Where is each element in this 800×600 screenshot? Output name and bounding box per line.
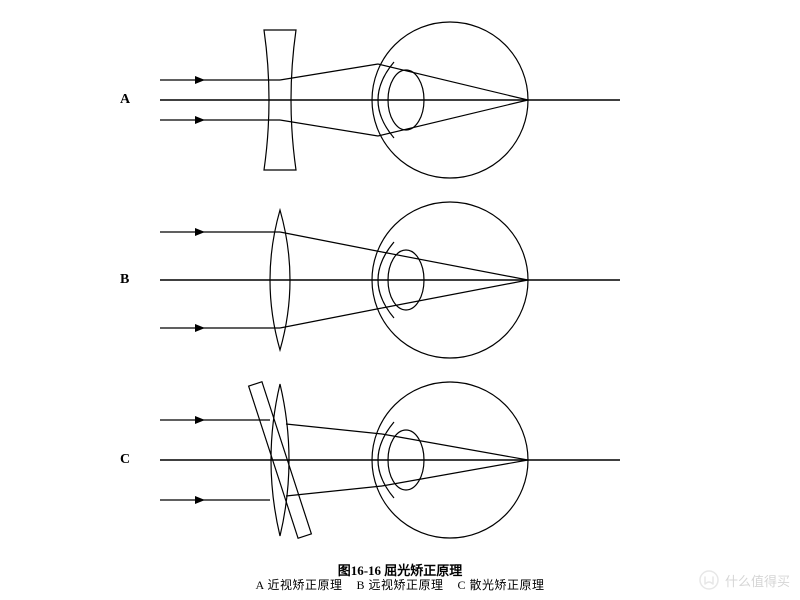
label-A: A [120, 92, 130, 108]
sub-b: B 远视矫正原理 [356, 578, 443, 592]
label-B: B [120, 272, 129, 288]
watermark: 什么值得买 [699, 570, 790, 590]
watermark-text: 什么值得买 [725, 571, 790, 590]
label-C: C [120, 452, 130, 468]
diagram-stage: A B C 图16-16 屈光矫正原理 A 近视矫正原理 B 远视矫正原理 C … [0, 0, 800, 600]
figure-subtitle: A 近视矫正原理 B 远视矫正原理 C 散光矫正原理 [0, 576, 800, 593]
sub-c: C 散光矫正原理 [458, 578, 545, 592]
sub-a: A 近视矫正原理 [255, 578, 342, 592]
watermark-icon [699, 570, 719, 590]
optics-diagram-svg [0, 0, 800, 600]
